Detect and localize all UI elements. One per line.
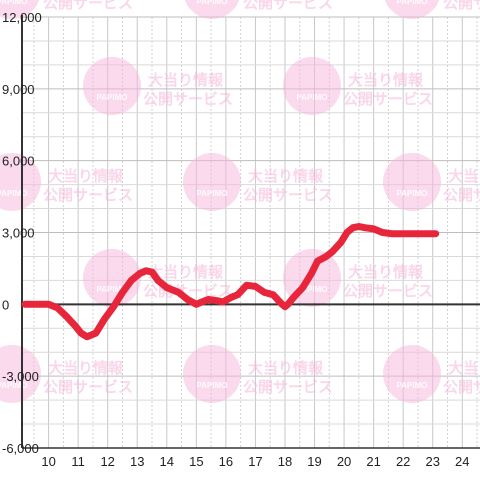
watermark-layer: PAPIMO大当り情報公開サービスPAPIMO大当り情報公開サービスPAPIMO… (0, 0, 480, 403)
watermark-line2: 公開サービス (343, 282, 433, 300)
x-tick-label: 20 (337, 454, 351, 469)
x-tick-label: 17 (248, 454, 262, 469)
watermark-line1: 大当り情報 (448, 167, 480, 185)
watermark-logo-text: PAPIMO (0, 381, 27, 390)
series-line (21, 223, 440, 341)
x-tick-label: 21 (366, 454, 380, 469)
watermark-line1: 大当り情報 (248, 167, 324, 185)
y-tick-label: 3,000 (2, 226, 35, 241)
y-tick-label: 6,000 (2, 154, 35, 169)
watermark-line1: 大当り情報 (48, 167, 124, 185)
y-tick-label: 0 (2, 297, 9, 312)
watermark-logo-text: PAPIMO (197, 381, 228, 390)
watermark-logo (0, 153, 41, 211)
watermark-logo (183, 153, 241, 211)
watermark-line2: 公開サービス (143, 90, 233, 108)
y-tick-label: 12,000 (2, 10, 42, 25)
x-tick-label: 16 (219, 454, 233, 469)
watermark-line1: 大当り情報 (148, 263, 224, 281)
series-layer (21, 223, 440, 341)
watermark-line2: 公開サービス (443, 0, 480, 12)
x-tick-label: 24 (455, 454, 469, 469)
y-tick-label: 9,000 (2, 82, 35, 97)
watermark-logo (183, 345, 241, 403)
watermark-logo-text: PAPIMO (0, 0, 27, 6)
watermark-logo (83, 57, 141, 115)
x-tick-label: 10 (41, 454, 55, 469)
y-tick-label: -6,000 (2, 441, 39, 456)
watermark-logo-text: PAPIMO (97, 93, 128, 102)
watermark-line2: 公開サービス (43, 186, 133, 204)
x-tick-label: 19 (307, 454, 321, 469)
watermark-line1: 大当り情報 (348, 71, 424, 89)
y-tick-label: -3,000 (2, 369, 39, 384)
x-tick-label: 18 (278, 454, 292, 469)
watermark-line1: 大当り情報 (48, 359, 124, 377)
watermark-line2: 公開サービス (243, 0, 333, 12)
axes (21, 15, 480, 449)
watermark-line2: 公開サービス (443, 186, 480, 204)
watermark-logo (383, 345, 441, 403)
x-tick-label: 23 (425, 454, 439, 469)
watermark-line2: 公開サービス (43, 378, 133, 396)
x-tick-label: 12 (100, 454, 114, 469)
watermark-logo (0, 345, 41, 403)
watermark-logo (384, 0, 440, 19)
watermark-logo-text: PAPIMO (197, 189, 228, 198)
watermark-logo-text: PAPIMO (97, 285, 128, 294)
watermark-logo-text: PAPIMO (297, 93, 328, 102)
watermark-logo-text: PAPIMO (397, 381, 428, 390)
x-tick-label: 11 (71, 454, 85, 469)
watermark-logo-text: PAPIMO (397, 0, 428, 6)
watermark-logo-text: PAPIMO (197, 0, 228, 6)
x-tick-label: 14 (160, 454, 174, 469)
watermark-logo-text: PAPIMO (0, 189, 27, 198)
x-tick-label: 15 (189, 454, 203, 469)
watermark-line1: 大当り情報 (448, 359, 480, 377)
watermark-line2: 公開サービス (243, 378, 333, 396)
watermark-line1: 大当り情報 (248, 359, 324, 377)
watermark-logo-text: PAPIMO (397, 189, 428, 198)
watermark-line1: 大当り情報 (148, 71, 224, 89)
x-tick-label: 22 (396, 454, 410, 469)
watermark-logo (383, 153, 441, 211)
watermark-line2: 公開サービス (243, 186, 333, 204)
watermark-line2: 公開サービス (343, 90, 433, 108)
watermark-logo-text: PAPIMO (297, 285, 328, 294)
x-tick-label: 13 (130, 454, 144, 469)
watermark-logo (184, 0, 240, 19)
watermark-logo (283, 57, 341, 115)
watermark-line2: 公開サービス (43, 0, 133, 12)
watermark-line1: 大当り情報 (348, 263, 424, 281)
watermark-logo (0, 0, 40, 19)
watermark-line2: 公開サービス (443, 378, 480, 396)
